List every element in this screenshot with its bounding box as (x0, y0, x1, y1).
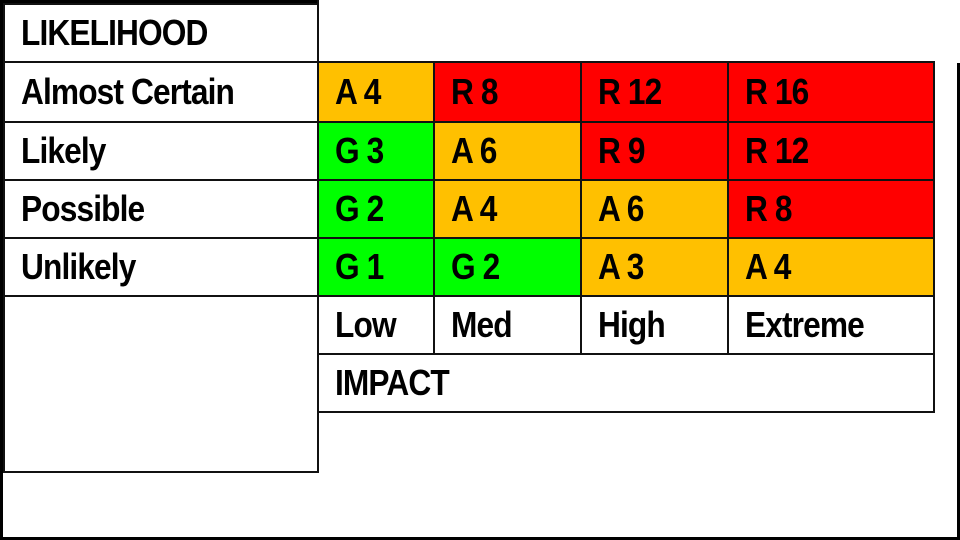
risk-cell-red-text: R 8 (451, 71, 499, 112)
risk-cell-amber-text: A 4 (451, 188, 497, 229)
likelihood-row-label-text: Possible (21, 188, 145, 229)
risk-cell-green-text: G 2 (335, 188, 384, 229)
risk-cell-red-text: R 12 (598, 71, 662, 112)
likelihood-row-label-text: Likely (21, 130, 106, 171)
risk-cell-amber: A 4 (433, 179, 582, 239)
risk-cell-red-text: R 8 (745, 188, 793, 229)
impact-column-label-text: Extreme (745, 304, 865, 345)
risk-cell-amber-text: A 4 (745, 246, 791, 287)
header-blank-area (317, 0, 960, 63)
likelihood-row-label: Likely (3, 121, 319, 181)
risk-matrix: LIKELIHOOD Almost Certain A 4 R 8 R 12 R 16 Li… (3, 0, 960, 537)
risk-cell-green: G 1 (317, 237, 435, 297)
impact-column-label: Low (317, 295, 435, 355)
risk-cell-amber: A 6 (580, 179, 729, 239)
likelihood-row-label: Unlikely (3, 237, 319, 297)
risk-cell-green: G 3 (317, 121, 435, 181)
risk-cell-amber-text: A 3 (598, 246, 644, 287)
risk-cell-red: R 12 (727, 121, 935, 181)
risk-cell-red: R 9 (580, 121, 729, 181)
risk-cell-green: G 2 (317, 179, 435, 239)
risk-cell-red-text: R 9 (598, 130, 646, 171)
risk-cell-red: R 12 (580, 61, 729, 123)
impact-label: IMPACT (317, 353, 935, 413)
risk-cell-red-text: R 12 (745, 130, 809, 171)
impact-column-label: Med (433, 295, 582, 355)
risk-cell-amber: A 6 (433, 121, 582, 181)
impact-column-label-text: Med (451, 304, 513, 345)
impact-column-label-text: Low (335, 304, 397, 345)
risk-cell-red: R 8 (433, 61, 582, 123)
likelihood-label: LIKELIHOOD (3, 3, 319, 63)
impact-label-text: IMPACT (335, 362, 450, 403)
risk-cell-amber: A 4 (727, 237, 935, 297)
risk-cell-green-text: G 2 (451, 246, 500, 287)
risk-cell-amber: A 3 (580, 237, 729, 297)
risk-cell-red: R 8 (727, 179, 935, 239)
likelihood-row-label: Almost Certain (3, 61, 319, 123)
risk-cell-amber: A 4 (317, 61, 435, 123)
risk-cell-green-text: G 3 (335, 130, 384, 171)
likelihood-label-text: LIKELIHOOD (21, 12, 208, 53)
risk-cell-amber-text: A 6 (451, 130, 497, 171)
likelihood-row-label: Possible (3, 179, 319, 239)
impact-column-label-text: High (598, 304, 666, 345)
risk-cell-green-text: G 1 (335, 246, 384, 287)
risk-cell-amber-text: A 6 (598, 188, 644, 229)
likelihood-row-label-text: Unlikely (21, 246, 136, 287)
impact-column-label: Extreme (727, 295, 935, 355)
risk-cell-green: G 2 (433, 237, 582, 297)
impact-column-label: High (580, 295, 729, 355)
likelihood-row-label-text: Almost Certain (21, 71, 235, 112)
risk-cell-red-text: R 16 (745, 71, 809, 112)
risk-cell-red: R 16 (727, 61, 935, 123)
left-blank-area (3, 295, 319, 473)
risk-cell-amber-text: A 4 (335, 71, 381, 112)
